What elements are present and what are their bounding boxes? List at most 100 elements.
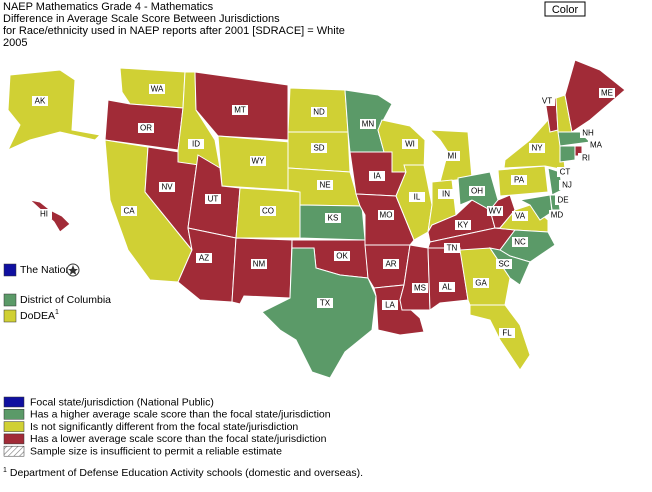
state-label: MT (234, 106, 246, 115)
state-label: PA (514, 176, 525, 185)
state-label-box (438, 189, 454, 199)
legend-swatch (3, 445, 25, 457)
nation-star (68, 265, 78, 275)
side-legend: The Nation District of Columbia DoDEA1 (3, 263, 111, 323)
state-shape (395, 164, 433, 241)
footnote-mark: 1 (3, 467, 7, 474)
state-label-box (455, 220, 471, 230)
state-label: FL (502, 329, 512, 338)
state-label: WI (405, 140, 415, 149)
state-label-box (412, 283, 428, 293)
state-label-box (539, 96, 555, 106)
state-label: TN (447, 244, 458, 253)
state-label: HI (40, 210, 48, 219)
state-label-box (580, 128, 596, 138)
legend-label: Has a lower average scale score than the… (30, 433, 327, 445)
state-label-box (378, 210, 394, 220)
state-label-box (251, 259, 267, 269)
button-label[interactable]: Color (552, 4, 579, 16)
state-label-box (334, 251, 350, 261)
side-legend-swatch (3, 309, 17, 323)
state-label-box (444, 243, 460, 253)
legend-label: Focal state/jurisdiction (National Publi… (30, 396, 214, 408)
state-label: NM (253, 260, 266, 269)
side-legend-text: DoDEA (20, 310, 55, 322)
legend-label: Sample size is insufficient to permit a … (30, 445, 282, 457)
state-label-box (121, 206, 137, 216)
button-frame[interactable] (544, 1, 586, 17)
state-label-box (559, 180, 575, 190)
state-label-box (149, 84, 165, 94)
state-label-box (36, 209, 52, 219)
state-label-box (311, 143, 327, 153)
header-line: for Race/ethnicity used in NAEP reports … (3, 25, 345, 37)
state-label: CT (560, 168, 571, 177)
side-legend-note: 1 (55, 309, 59, 316)
state-label-box (512, 237, 528, 247)
state-shape (261, 247, 377, 379)
state-label: NJ (562, 181, 572, 190)
state-label: WY (252, 157, 266, 166)
legend-label: Has a higher average scale score than th… (30, 409, 331, 421)
state-label: CA (123, 207, 135, 216)
state-label-box (599, 88, 615, 98)
state-label: MD (551, 211, 564, 220)
state-label-box (557, 167, 573, 177)
state-label-box (383, 259, 399, 269)
state-label: AK (35, 97, 46, 106)
side-legend-text: The Nation (20, 264, 72, 276)
state-label: IN (442, 190, 450, 199)
state-label: KS (328, 214, 339, 223)
state-label: MN (362, 120, 375, 129)
state-label-box (512, 211, 528, 221)
state-shape (559, 145, 576, 163)
state-label-box (444, 151, 460, 161)
state-label: NC (514, 238, 526, 247)
state-label: SD (313, 144, 324, 153)
state-label: AR (385, 260, 396, 269)
state-label: CO (262, 207, 274, 216)
state-label-box (317, 180, 333, 190)
state-label: MS (414, 284, 426, 293)
state-label-box (439, 282, 455, 292)
state-label-box (250, 156, 266, 166)
legend-swatch (3, 409, 25, 420)
state-label: AZ (199, 254, 209, 263)
state-label: VT (542, 97, 552, 106)
state-label-box (360, 119, 376, 129)
states: AK HI WA OR CA NV ID MT WY UT AZ CO NM ND SD NE KS OK TX MN… (6, 59, 626, 379)
state-label-box (369, 171, 385, 181)
state-label-box (196, 253, 212, 263)
state-label-box (469, 186, 485, 196)
state-label: WV (489, 207, 503, 216)
state-label: IL (414, 193, 421, 202)
state-label: IA (373, 172, 381, 181)
side-legend-label: The Nation (20, 264, 72, 276)
state-label-box (232, 105, 248, 115)
state-label-box (402, 139, 418, 149)
legend-swatch (3, 433, 25, 445)
legend-label: Is not significantly different from the … (30, 421, 298, 433)
state-label: NH (582, 129, 594, 138)
side-legend-label: DoDEA1 (20, 309, 59, 322)
state-label: TX (320, 299, 331, 308)
footnote-text: Department of Defense Education Activity… (10, 467, 363, 479)
state-label: UT (208, 195, 219, 204)
state-shape (518, 194, 553, 221)
state-label: ND (313, 108, 325, 117)
state-label: OR (140, 124, 152, 133)
state-label: MI (448, 152, 457, 161)
state-label-box (549, 210, 565, 220)
state-label-box (555, 195, 571, 205)
state-label-box (138, 123, 154, 133)
side-legend-label: District of Columbia (20, 294, 111, 306)
state-label: RI (582, 154, 590, 163)
state-label: DE (557, 196, 568, 205)
state-label-box (317, 298, 333, 308)
color-button[interactable]: Color (544, 1, 586, 17)
state-label: WA (151, 85, 164, 94)
state-label: ME (601, 89, 613, 98)
side-legend-swatch (3, 263, 17, 277)
state-shape (6, 69, 102, 152)
legend-swatch (3, 421, 25, 432)
